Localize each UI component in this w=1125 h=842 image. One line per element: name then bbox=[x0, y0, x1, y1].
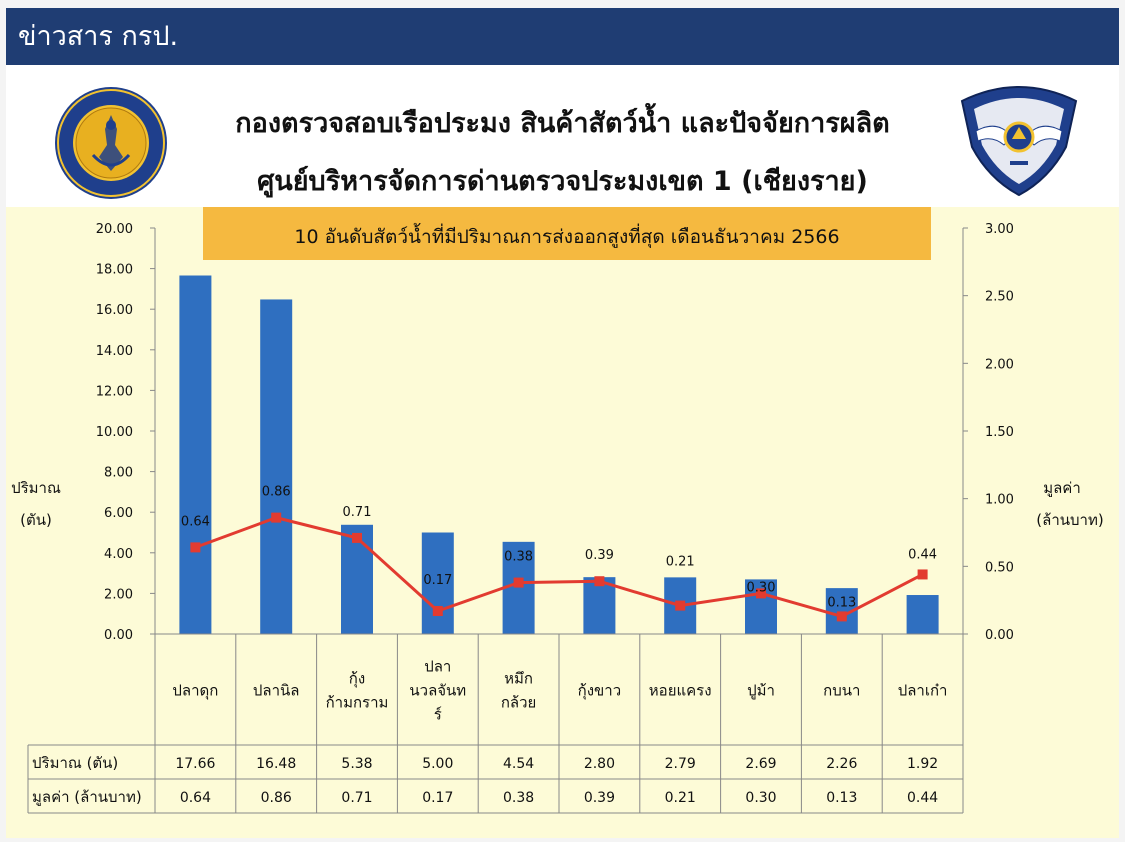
news-header-bar: ข่าวสาร กรป. bbox=[6, 8, 1119, 65]
y-left-tick-label: 0.00 bbox=[104, 628, 133, 643]
value-data-label: 0.64 bbox=[181, 514, 210, 529]
y-right-label-line-1: มูลค่า bbox=[1043, 479, 1081, 497]
table-cell-value: 0.39 bbox=[584, 790, 615, 806]
y-right-tick-label: 0.00 bbox=[985, 628, 1014, 643]
category-label: กล้วย bbox=[501, 694, 537, 712]
table-cell-value: 0.64 bbox=[180, 790, 211, 806]
value-data-label: 0.44 bbox=[908, 547, 937, 562]
y-right-label-line-2: (ล้านบาท) bbox=[1036, 511, 1103, 529]
value-data-label: 0.38 bbox=[504, 550, 533, 565]
category-label: ปลานิล bbox=[253, 682, 300, 700]
value-marker bbox=[836, 611, 847, 622]
table-cell-quantity: 5.38 bbox=[341, 756, 372, 772]
value-data-label: 0.21 bbox=[666, 555, 695, 570]
table-cell-value: 0.38 bbox=[503, 790, 534, 806]
bar bbox=[583, 577, 616, 634]
category-label: กบนา bbox=[823, 682, 860, 700]
y-right-tick-label: 1.00 bbox=[985, 493, 1014, 508]
y-left-tick-label: 6.00 bbox=[104, 506, 133, 521]
value-marker bbox=[352, 532, 362, 543]
y-left-tick-label: 16.00 bbox=[96, 303, 133, 318]
category-label: ปลา bbox=[424, 658, 451, 676]
value-data-label: 0.17 bbox=[423, 573, 452, 588]
y-right-tick-label: 3.00 bbox=[985, 222, 1014, 237]
category-label: ปลาดุก bbox=[172, 682, 218, 701]
y-right-tick-label: 0.50 bbox=[985, 560, 1014, 575]
value-data-label: 0.13 bbox=[827, 595, 856, 610]
bar bbox=[179, 275, 212, 634]
y-right-tick-label: 1.50 bbox=[985, 425, 1014, 440]
y-left-label-line-1: ปริมาณ bbox=[11, 479, 61, 497]
category-label: หมึก bbox=[504, 670, 533, 688]
value-line bbox=[194, 516, 924, 619]
y-left-tick-label: 10.00 bbox=[96, 425, 133, 440]
table-cell-quantity: 2.69 bbox=[745, 756, 776, 772]
y-left-tick-label: 4.00 bbox=[104, 547, 133, 562]
value-marker bbox=[432, 605, 443, 616]
value-marker bbox=[675, 600, 686, 611]
y-left-tick-label: 14.00 bbox=[96, 344, 133, 359]
fishery-inspection-badge-logo bbox=[960, 86, 1078, 197]
agency-header: กองตรวจสอบเรือประมง สินค้าสัตว์น้ำ และปั… bbox=[6, 65, 1119, 207]
table-cell-value: 0.71 bbox=[341, 790, 372, 806]
table-cell-quantity: 17.66 bbox=[175, 756, 215, 772]
chart-area: 10 อันดับสัตว์น้ำที่มีปริมาณการส่งออกสูง… bbox=[6, 207, 1119, 838]
value-data-label: 0.86 bbox=[262, 485, 291, 500]
value-marker bbox=[513, 577, 524, 588]
value-data-label: 0.30 bbox=[747, 580, 776, 595]
table-cell-quantity: 2.26 bbox=[826, 756, 857, 772]
table-cell-value: 0.30 bbox=[745, 790, 776, 806]
bar bbox=[341, 524, 373, 634]
category-label: กุ้ง bbox=[349, 670, 365, 689]
category-label: ก้ามกราม bbox=[326, 694, 389, 712]
news-header-title: ข่าวสาร กรป. bbox=[18, 21, 179, 52]
bar bbox=[421, 532, 454, 634]
slide-frame: ข่าวสาร กรป. กองตรวจสอบเรือประมง สินค้าส… bbox=[6, 8, 1119, 838]
category-label: ร์ bbox=[434, 706, 442, 724]
table-cell-quantity: 1.92 bbox=[907, 756, 938, 772]
value-marker bbox=[190, 542, 201, 553]
category-label: ปลาเก๋า bbox=[898, 682, 948, 700]
y-left-tick-label: 2.00 bbox=[104, 587, 133, 602]
table-row-header-quantity: ปริมาณ (ตัน) bbox=[32, 754, 118, 772]
category-label: ปูม้า bbox=[747, 682, 775, 700]
y-right-tick-label: 2.50 bbox=[985, 290, 1014, 305]
y-left-label-line-2: (ตัน) bbox=[20, 511, 52, 529]
header-line-2: ศูนย์บริหารจัดการด่านตรวจประมงเขต 1 (เชี… bbox=[257, 166, 868, 197]
y-right-tick-label: 2.00 bbox=[985, 357, 1014, 372]
value-marker bbox=[756, 588, 766, 599]
table-cell-value: 0.21 bbox=[665, 790, 696, 806]
table-cell-quantity: 4.54 bbox=[503, 756, 534, 772]
table-cell-value: 0.13 bbox=[826, 790, 857, 806]
value-marker bbox=[594, 576, 605, 587]
category-label: กุ้งขาว bbox=[578, 682, 622, 701]
bar bbox=[260, 299, 293, 634]
table-row-header-value: มูลค่า (ล้านบาท) bbox=[32, 788, 142, 806]
bar bbox=[502, 541, 535, 634]
chart-title: 10 อันดับสัตว์น้ำที่มีปริมาณการส่งออกสูง… bbox=[294, 223, 839, 249]
fisheries-seal-logo bbox=[55, 87, 167, 199]
bar bbox=[906, 595, 939, 634]
value-marker bbox=[271, 512, 282, 523]
value-data-label: 0.39 bbox=[585, 548, 614, 563]
category-label: หอยแครง bbox=[649, 682, 712, 700]
table-cell-quantity: 5.00 bbox=[422, 756, 453, 772]
table-cell-value: 0.44 bbox=[907, 790, 938, 806]
table-cell-quantity: 2.79 bbox=[665, 756, 696, 772]
value-marker bbox=[917, 569, 928, 580]
y-left-tick-label: 20.00 bbox=[96, 222, 133, 237]
category-label: นวลจันท bbox=[409, 682, 466, 700]
table-cell-quantity: 2.80 bbox=[584, 756, 615, 772]
value-data-label: 0.71 bbox=[343, 505, 372, 520]
table-cell-value: 0.17 bbox=[422, 790, 453, 806]
chart-title-banner bbox=[203, 207, 931, 260]
y-left-tick-label: 8.00 bbox=[104, 466, 133, 481]
y-left-tick-label: 12.00 bbox=[96, 384, 133, 399]
table-cell-value: 0.86 bbox=[261, 790, 292, 806]
header-line-1: กองตรวจสอบเรือประมง สินค้าสัตว์น้ำ และปั… bbox=[235, 108, 890, 139]
table-cell-quantity: 16.48 bbox=[256, 756, 296, 772]
y-left-tick-label: 18.00 bbox=[96, 263, 133, 278]
chart: 10 อันดับสัตว์น้ำที่มีปริมาณการส่งออกสูง… bbox=[11, 207, 1104, 814]
